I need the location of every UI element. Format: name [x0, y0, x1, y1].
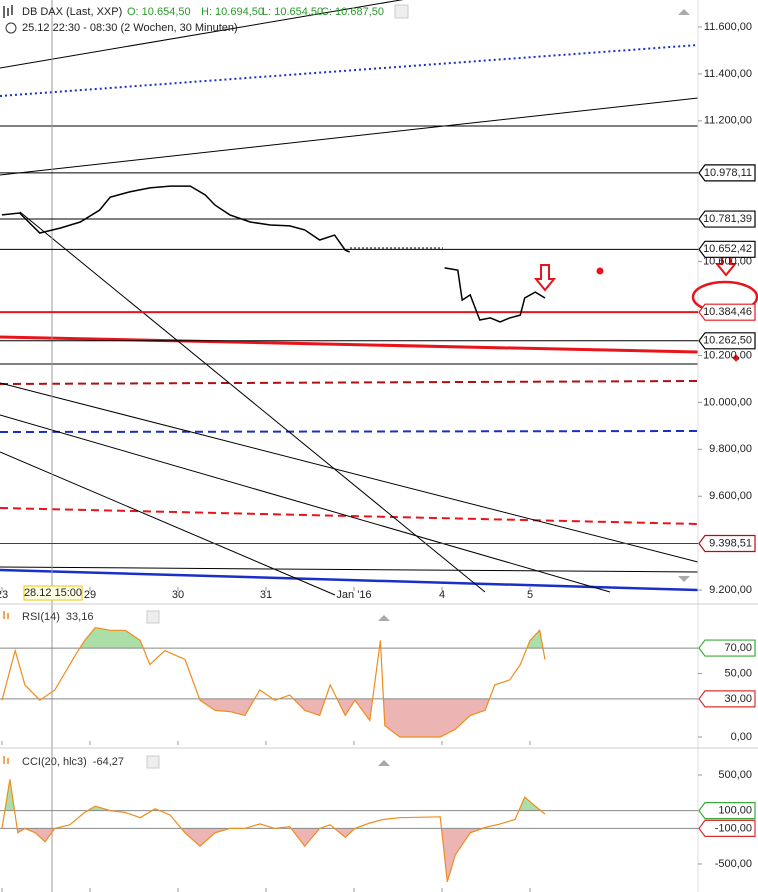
indicator-value: -64,27	[93, 756, 124, 768]
indicator-value: 33,16	[66, 611, 94, 623]
collapse-button[interactable]	[378, 615, 390, 621]
x-tick-label: 23	[0, 589, 8, 601]
drawings	[0, 0, 698, 596]
symbol-icon	[3, 5, 13, 18]
series-line	[1, 779, 546, 882]
series-line	[1, 185, 546, 323]
level-fill	[2, 698, 545, 737]
level-label: 70,00	[724, 642, 752, 654]
y-tick-label: 50,00	[724, 667, 752, 679]
trend-line	[0, 430, 698, 433]
settings-button[interactable]	[394, 4, 409, 19]
trend-line	[0, 335, 698, 354]
level-box	[698, 303, 756, 321]
open: O: 10.654,50	[127, 6, 191, 18]
level-label: 10.781,39	[703, 213, 752, 225]
trend-line	[0, 380, 698, 385]
trend-line	[0, 414, 611, 593]
indicator-icon	[3, 756, 9, 764]
collapse-button[interactable]	[678, 9, 690, 15]
y-tick-label: 10.000,00	[703, 396, 752, 408]
dot	[596, 267, 604, 275]
level-box	[698, 164, 756, 182]
level-label: 100,00	[718, 804, 752, 816]
range: 25.12 22:30 - 08:30 (2 Wochen, 30 Minute…	[22, 22, 238, 34]
y-tick-label: 11.200,00	[704, 115, 752, 127]
series-line	[1, 627, 546, 738]
y-tick-label: 10.200,00	[703, 349, 752, 361]
indicator-name: RSI(14)	[22, 611, 60, 623]
y-tick-label: 11.600,00	[704, 21, 752, 33]
y-tick-label: 10.600,00	[703, 256, 752, 268]
level-label: 10.262,50	[703, 335, 752, 347]
x-tick-label: 31	[260, 589, 272, 601]
trend-line	[0, 566, 698, 573]
trend-line	[19, 211, 486, 593]
expand-button[interactable]	[678, 576, 690, 582]
level-box	[698, 819, 756, 837]
settings-button[interactable]	[146, 755, 160, 769]
close: C: 10.687,50	[321, 6, 384, 18]
level-box	[698, 639, 756, 657]
trend-line	[0, 451, 336, 596]
level-box	[698, 210, 756, 228]
settings-button[interactable]	[146, 610, 160, 624]
x-tick-label: Jan '16	[336, 589, 371, 601]
level-fill	[2, 627, 545, 649]
y-tick-label: 9.600,00	[709, 490, 752, 502]
level-fill	[2, 828, 545, 882]
collapse-button[interactable]	[378, 760, 390, 766]
marker	[732, 354, 740, 362]
x-tick-label: 5	[527, 589, 533, 601]
trend-line	[0, 44, 698, 97]
level-box	[698, 690, 756, 708]
indicator-icon	[3, 611, 9, 619]
level-label: 30,00	[724, 693, 752, 705]
trend-line	[0, 568, 698, 592]
level-box	[698, 332, 756, 350]
trend-line	[0, 382, 698, 563]
level-box	[698, 534, 756, 553]
level-label: 9.398,51	[709, 537, 752, 549]
x-tick-label: 30	[172, 589, 184, 601]
header: DB DAX (Last, XXP) O: 10.654,50 H: 10.69…	[3, 4, 690, 582]
y-tick-label: 9.200,00	[709, 584, 752, 596]
crosshair-label: 28.12 15:00	[24, 587, 82, 599]
y-tick-label: 9.800,00	[709, 443, 752, 455]
level-label: -100,00	[715, 822, 752, 834]
level-box	[698, 801, 756, 820]
x-tick-label: 4	[439, 589, 445, 601]
x-tick-label: 29	[84, 589, 96, 601]
y-tick-label: 0,00	[731, 731, 752, 743]
crosshair-box	[23, 585, 83, 601]
indicator-name: CCI(20, hlc3)	[22, 756, 87, 768]
low: L: 10.654,50	[262, 6, 323, 18]
level-label: 10.384,46	[703, 306, 752, 318]
level-label: 10.978,11	[704, 167, 752, 179]
y-tick-label: -500,00	[715, 858, 752, 870]
trend-line	[0, 0, 404, 69]
arrow	[533, 264, 557, 292]
level-box	[698, 240, 756, 258]
clock-icon	[5, 22, 17, 34]
symbol: DB DAX (Last, XXP)	[22, 6, 122, 18]
y-tick-label: 500,00	[718, 769, 752, 781]
high: H: 10.694,50	[201, 6, 264, 18]
level-label: 10.652,42	[703, 243, 752, 255]
y-tick-label: 11.400,00	[704, 68, 752, 80]
trend-line	[0, 97, 698, 176]
